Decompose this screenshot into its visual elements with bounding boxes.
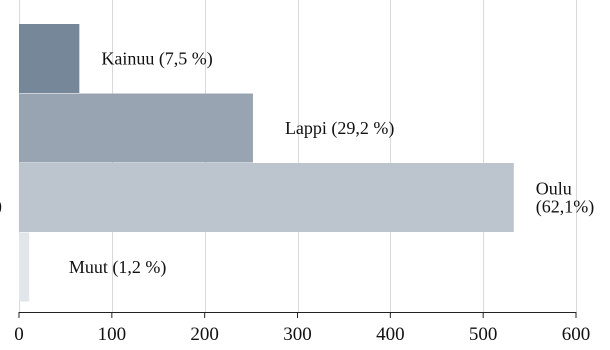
x-tick-label: 200 <box>190 324 219 345</box>
bar-label-kainuu: Kainuu (7,5 %) <box>101 49 212 70</box>
x-tick-label: 300 <box>283 324 312 345</box>
bar-labels: Kainuu (7,5 %) Lappi (29,2 %) Oulu (62,1%) M… <box>69 49 594 279</box>
x-tick-label: 0 <box>14 324 24 345</box>
x-tick-label: 500 <box>469 324 498 345</box>
bar-kainuu <box>19 24 80 93</box>
cut-off-category-label: ) <box>0 196 2 217</box>
bar-label-muut: Muut (1,2 %) <box>69 257 167 278</box>
x-axis-ticks: 0 100 200 300 400 500 600 <box>14 312 590 345</box>
bar-oulu <box>19 163 514 232</box>
x-tick-label: 400 <box>376 324 405 345</box>
bars <box>19 24 514 302</box>
bar-muut <box>19 232 30 302</box>
bar-label-oulu: Oulu (62,1%) <box>536 179 594 218</box>
bar-lappi <box>19 93 253 163</box>
x-tick-label: 100 <box>98 324 127 345</box>
x-tick-label: 600 <box>562 324 591 345</box>
bar-label-lappi: Lappi (29,2 %) <box>285 118 394 139</box>
